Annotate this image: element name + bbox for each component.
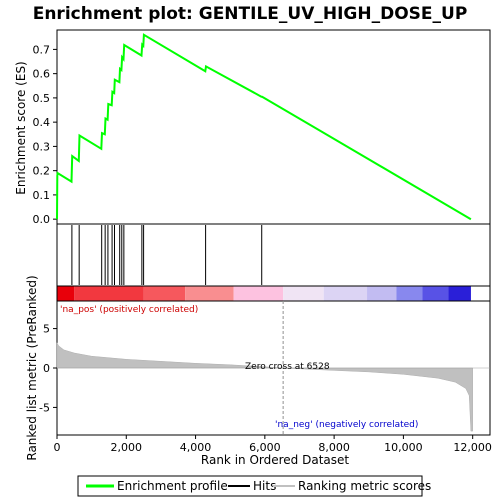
- legend-enrichment-label: Enrichment profile: [117, 479, 228, 493]
- ranked-ytick-label: 5: [43, 323, 50, 336]
- es-panel: 0.0 0.1 0.2 0.3 0.4 0.5 0.6 0.7: [33, 29, 491, 226]
- ranking-metric-area: [56, 342, 473, 432]
- colorbar-segment: [57, 286, 75, 301]
- es-ytick-label: 0.1: [33, 189, 51, 202]
- colorbar-segment: [283, 286, 324, 301]
- x-axis-label: Rank in Ordered Dataset: [201, 453, 349, 467]
- colorbar-segment: [143, 286, 186, 301]
- colorbar-segment: [74, 286, 144, 301]
- legend-ranking-label: Ranking metric scores: [298, 479, 431, 493]
- x-tick-label: 10,000: [384, 441, 423, 454]
- x-tick-label: 6,000: [249, 441, 281, 454]
- x-tick-label: 12,000: [453, 441, 492, 454]
- x-axis: 0 2,000 4,000 6,000 8,000 10,000 12,000: [54, 435, 492, 454]
- hits-panel: [56, 223, 491, 287]
- colorbar-segment: [323, 286, 368, 301]
- es-ytick-label: 0.3: [33, 140, 51, 153]
- x-tick-label: 4,000: [180, 441, 212, 454]
- es-ytick-label: 0.4: [33, 116, 51, 129]
- legend: Enrichment profile Hits Ranking metric s…: [77, 475, 431, 497]
- es-ytick-label: 0.6: [33, 68, 51, 81]
- x-tick-label: 0: [54, 441, 61, 454]
- colorbar-segment: [422, 286, 449, 301]
- legend-hits-label: Hits: [253, 479, 276, 493]
- x-tick-label: 2,000: [111, 441, 143, 454]
- neg-label: 'na_neg' (negatively correlated): [275, 420, 418, 430]
- colorbar-panel: [56, 285, 491, 302]
- es-ytick-label: 0.5: [33, 92, 51, 105]
- colorbar-segment: [396, 286, 423, 301]
- es-plot-frame: [56, 29, 491, 225]
- x-tick-label: 8,000: [318, 441, 350, 454]
- ranked-ylabel: Ranked list metric (PreRanked): [25, 275, 39, 460]
- zero-cross-label: Zero cross at 6528: [245, 362, 330, 372]
- chart-title: Enrichment plot: GENTILE_UV_HIGH_DOSE_UP: [33, 4, 468, 24]
- colorbar-segment: [448, 286, 471, 301]
- ranked-ytick-label: 0: [43, 362, 50, 375]
- ranked-ytick-label: -5: [39, 401, 50, 414]
- pos-label: 'na_pos' (positively correlated): [60, 305, 198, 315]
- es-ytick-label: 0.2: [33, 165, 51, 178]
- enrichment-profile-line: [56, 33, 472, 221]
- colorbar-segment: [367, 286, 397, 301]
- es-ytick-label: 0.7: [33, 43, 51, 56]
- ranked-panel: 5 0 -5: [39, 300, 491, 436]
- es-ylabel: Enrichment score (ES): [14, 61, 28, 194]
- colorbar-segment: [185, 286, 234, 301]
- colorbar-segment: [233, 286, 284, 301]
- es-ytick-label: 0.0: [33, 213, 51, 226]
